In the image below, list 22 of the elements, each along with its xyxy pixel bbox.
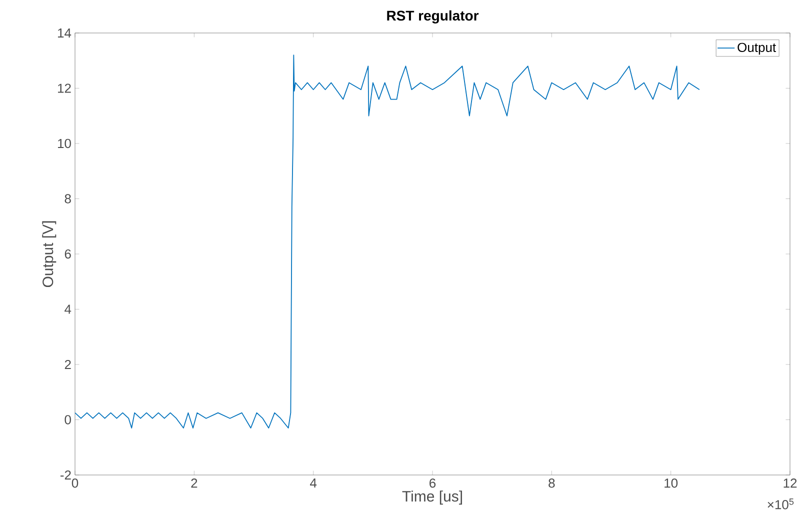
y-tick-label: 2 bbox=[64, 360, 71, 370]
y-tick-label: 14 bbox=[58, 28, 72, 38]
legend-label: Output bbox=[738, 42, 776, 55]
y-tick-label: 6 bbox=[64, 249, 71, 259]
x-tick-label: 0 bbox=[72, 478, 78, 488]
x-tick-label: 10 bbox=[664, 478, 678, 488]
x-tick-label: 4 bbox=[310, 478, 317, 488]
text: ×10$^{5}$ bbox=[768, 498, 794, 510]
chart-title: RST regulator bbox=[387, 10, 479, 24]
x-axis-title: Time [us] bbox=[402, 490, 462, 505]
y-tick-label: 12 bbox=[58, 84, 71, 93]
x-tick-label: 12 bbox=[784, 478, 797, 488]
y-tick-label: 8 bbox=[64, 194, 71, 204]
y-tick-label: 0 bbox=[64, 415, 71, 424]
x-tick-label: 6 bbox=[430, 478, 436, 488]
y-tick-label: -2 bbox=[60, 470, 71, 480]
y-tick-label: 10 bbox=[58, 138, 71, 148]
line-series bbox=[75, 54, 700, 428]
y-tick-label: 4 bbox=[64, 304, 72, 314]
x-tick-label: 8 bbox=[548, 478, 555, 488]
y-axis-title: Output [V] bbox=[42, 221, 56, 288]
x-tick-label: 2 bbox=[191, 478, 198, 488]
